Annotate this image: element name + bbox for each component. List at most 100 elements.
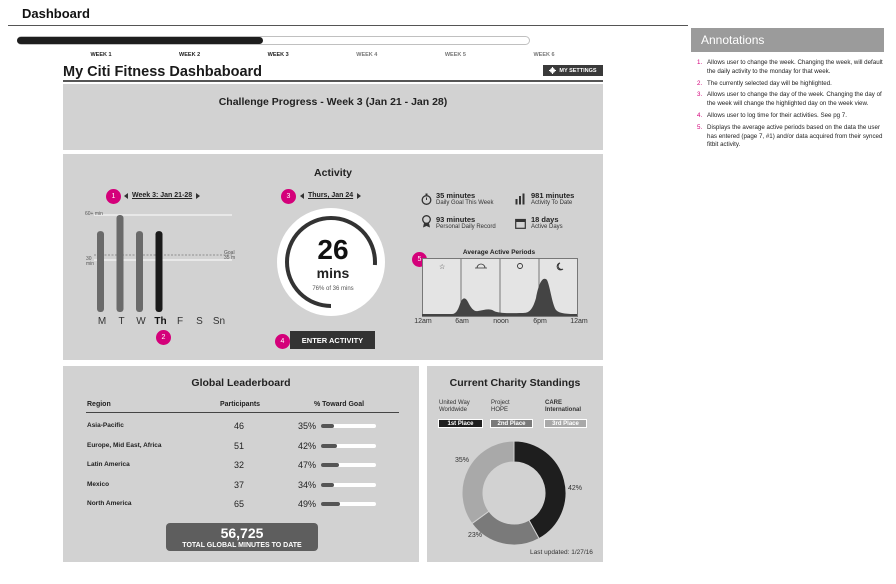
leaderboard-progress-fill — [321, 463, 340, 467]
leaderboard-region: Mexico — [87, 480, 110, 488]
annotation-marker-3: 3 — [281, 189, 296, 204]
week-label: WEEK 4 — [356, 52, 378, 58]
day-label[interactable]: W — [136, 316, 146, 327]
charity-place-badge: 2nd Place — [490, 419, 533, 428]
leaderboard-header-divider — [86, 412, 399, 413]
total-minutes-value: 56,725 — [220, 525, 264, 541]
stat-active-days-label: Active Days — [531, 224, 563, 230]
sunrise-icon — [475, 263, 487, 269]
prev-day-icon[interactable] — [300, 192, 304, 199]
weekly-activity-chart: 60+ min — [85, 211, 232, 312]
day-selector[interactable]: Thurs, Jan 24 — [300, 192, 362, 199]
ring-value: 26 — [317, 234, 349, 265]
calendar-icon — [515, 216, 526, 234]
annotation-number: 1. — [697, 59, 703, 66]
day-label[interactable]: F — [176, 316, 184, 327]
charity-place-badge: 1st Place — [438, 419, 483, 428]
annotation-text: Allows user to change the week. Changing… — [707, 59, 883, 75]
dashboard-title: My Citi Fitness Dashbaboard — [63, 64, 263, 80]
time-label: 6pm — [533, 318, 547, 325]
annotation-item: 4. Allows user to log time for their acti… — [697, 112, 883, 121]
leaderboard-progress-track — [321, 443, 376, 448]
annotation-item: 3. Allows user to change the day of the w… — [697, 91, 883, 109]
leaderboard-progress-track — [321, 424, 376, 428]
charity-title: Current Charity Standings — [449, 377, 581, 389]
annotation-text: Allows user to change the day of the wee… — [707, 91, 882, 108]
annotation-number: 5. — [697, 123, 703, 131]
next-day-icon[interactable] — [357, 192, 362, 199]
leaderboard-participants: 32 — [233, 460, 244, 470]
day-bar[interactable] — [136, 231, 143, 312]
leaderboard-progress-track — [321, 502, 376, 506]
stat-personal-record: 93 minutes Personal Daily Record — [436, 215, 496, 230]
stopwatch-icon — [421, 192, 432, 210]
time-label: noon — [493, 318, 509, 325]
stat-activity-to-date: 981 minutes Activity To Date — [531, 191, 574, 206]
next-week-icon[interactable] — [196, 192, 201, 199]
day-label[interactable]: M — [97, 316, 107, 327]
challenge-progress-fill — [17, 37, 264, 44]
ring-track — [277, 208, 385, 316]
active-periods-title: Average Active Periods — [462, 249, 536, 256]
goal-label: Goal 35 m — [224, 250, 236, 261]
leaderboard-progress-fill — [321, 482, 335, 487]
leaderboard-region: Europe, Mid East, Africa — [87, 441, 162, 449]
day-bar[interactable] — [155, 231, 163, 312]
moon-icon — [556, 262, 564, 271]
time-label: 6am — [455, 318, 469, 325]
annotations-header: Annotations — [691, 28, 884, 52]
leaderboard-participants: 65 — [233, 499, 244, 509]
annotation-marker-1: 1 — [106, 189, 121, 204]
annotation-text: The currently selected day will be highl… — [707, 79, 832, 87]
medal-icon — [421, 215, 432, 233]
sun-icon — [517, 263, 523, 269]
dashboard-divider — [63, 80, 603, 82]
week-selector[interactable]: Week 3: Jan 21-28 — [124, 192, 201, 199]
gear-icon — [549, 67, 557, 74]
prev-week-icon[interactable] — [124, 192, 128, 199]
day-selector-label[interactable]: Thurs, Jan 24 — [308, 192, 354, 199]
charity-pct-label: 35% — [455, 457, 470, 464]
annotation-item: 5. Displays the average active periods ba… — [697, 124, 883, 150]
leaderboard-progress-track — [321, 482, 376, 487]
annotation-text: Allows user to log time for their activi… — [707, 111, 847, 119]
day-bar[interactable] — [116, 215, 124, 312]
stat-daily-goal: 35 minutes Daily Goal This Week — [436, 191, 493, 206]
day-bar[interactable] — [97, 231, 104, 312]
day-label[interactable]: Sn — [212, 316, 226, 327]
leaderboard-participants: 51 — [233, 440, 244, 451]
time-label: 12am — [414, 318, 432, 325]
axis-mid-label: 30 min — [86, 256, 95, 267]
leaderboard-title: Global Leaderboard — [191, 377, 291, 389]
my-settings-button[interactable]: MY SETTINGS — [543, 65, 603, 76]
leaderboard-pct: 42% — [298, 440, 317, 451]
leaderboard-progress-fill — [321, 443, 338, 448]
stat-daily-goal-value: 35 minutes — [436, 191, 476, 200]
active-periods-chart: ☆ — [422, 258, 578, 317]
challenge-title: Challenge Progress - Week 3 (Jan 21 - Ja… — [218, 96, 448, 108]
page-title: Dashboard — [22, 6, 90, 21]
week-label: WEEK 5 — [444, 52, 466, 58]
charity-pct-label: 23% — [468, 532, 483, 539]
my-settings-label: MY SETTINGS — [559, 67, 597, 74]
header-divider — [8, 25, 688, 26]
annotation-number: 3. — [697, 91, 703, 99]
last-updated: Last updated: 1/27/16 — [530, 549, 593, 556]
enter-activity-button[interactable]: ENTER ACTIVITY — [290, 331, 375, 349]
header-region: Region — [87, 401, 111, 408]
day-label[interactable]: S — [196, 316, 203, 327]
challenge-progress-panel: Challenge Progress - Week 3 (Jan 21 - Ja… — [63, 84, 603, 150]
week-label: WEEK 6 — [533, 52, 555, 58]
star-icon: ☆ — [439, 263, 445, 271]
donut-segment — [513, 441, 566, 540]
leaderboard-progress-fill — [321, 424, 335, 428]
week-selector-label[interactable]: Week 3: Jan 21-28 — [132, 192, 193, 199]
header-participants: Participants — [220, 401, 261, 408]
leaderboard-progress-track — [321, 463, 376, 467]
leaderboard-pct: 35% — [298, 421, 317, 431]
axis-top-label: 60+ min — [85, 211, 103, 217]
charity-place-badge: 3rd Place — [544, 419, 587, 428]
day-label[interactable]: Th — [154, 316, 167, 327]
header-toward-goal: % Toward Goal — [314, 401, 365, 408]
day-label[interactable]: T — [118, 316, 125, 327]
